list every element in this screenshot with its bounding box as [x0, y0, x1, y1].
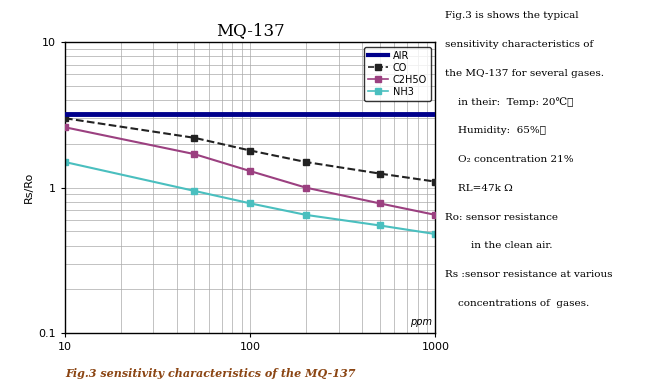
Text: in the clean air.: in the clean air. [445, 241, 552, 250]
Text: Fig.3 sensitivity characteristics of the MQ-137: Fig.3 sensitivity characteristics of the… [65, 368, 356, 379]
Text: RL=47k Ω: RL=47k Ω [445, 184, 513, 193]
Text: concentrations of  gases.: concentrations of gases. [445, 299, 590, 308]
Text: Rs :sensor resistance at various: Rs :sensor resistance at various [445, 270, 613, 279]
Text: Fig.3 is shows the typical: Fig.3 is shows the typical [445, 11, 579, 20]
Text: the MQ-137 for several gases.: the MQ-137 for several gases. [445, 69, 604, 78]
Text: in their:  Temp: 20℃、: in their: Temp: 20℃、 [445, 98, 573, 107]
Legend: AIR, CO, C2H5O, NH3: AIR, CO, C2H5O, NH3 [364, 47, 431, 101]
Text: Humidity:  65%、: Humidity: 65%、 [445, 126, 546, 135]
Title: MQ-137: MQ-137 [216, 22, 285, 39]
Y-axis label: Rs/Ro: Rs/Ro [24, 172, 34, 203]
Text: Ro: sensor resistance: Ro: sensor resistance [445, 213, 558, 221]
Text: sensitivity characteristics of: sensitivity characteristics of [445, 40, 593, 49]
Text: ppm: ppm [410, 318, 432, 327]
Text: O₂ concentration 21%: O₂ concentration 21% [445, 155, 574, 164]
